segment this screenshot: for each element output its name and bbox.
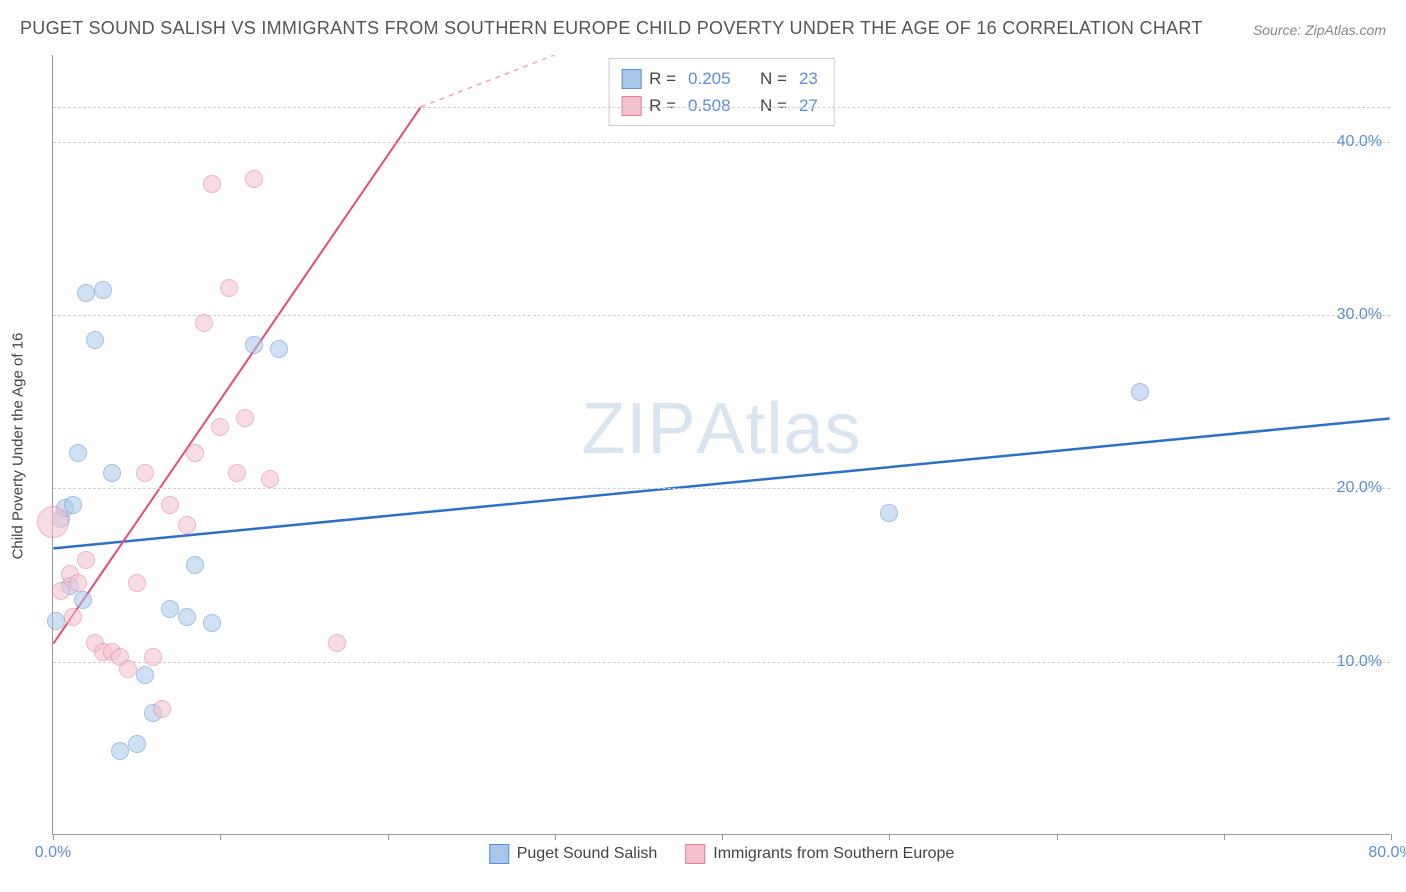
scatter-point bbox=[161, 496, 179, 514]
stats-legend-row: R = 0.205 N = 23 bbox=[621, 65, 822, 92]
bottom-legend-item: Puget Sound Salish bbox=[489, 844, 658, 864]
scatter-point bbox=[74, 591, 92, 609]
legend-swatch bbox=[489, 844, 509, 864]
scatter-point bbox=[64, 608, 82, 626]
watermark: ZIPAtlas bbox=[581, 388, 861, 470]
scatter-point bbox=[880, 504, 898, 522]
x-tick-label: 0.0% bbox=[35, 844, 71, 862]
scatter-point bbox=[37, 506, 69, 538]
stats-legend: R = 0.205 N = 23 R = 0.508 N = 27 bbox=[608, 58, 835, 126]
x-tick bbox=[889, 834, 890, 840]
scatter-point bbox=[328, 634, 346, 652]
scatter-point bbox=[119, 660, 137, 678]
scatter-point bbox=[203, 614, 221, 632]
scatter-point bbox=[220, 279, 238, 297]
scatter-point bbox=[144, 648, 162, 666]
scatter-point bbox=[245, 170, 263, 188]
x-tick-label: 80.0% bbox=[1368, 844, 1406, 862]
scatter-point bbox=[195, 314, 213, 332]
legend-r-label: R = bbox=[649, 92, 676, 119]
x-tick bbox=[1057, 834, 1058, 840]
x-tick bbox=[1391, 834, 1392, 840]
gridline bbox=[53, 107, 1390, 108]
scatter-point bbox=[178, 516, 196, 534]
legend-swatch bbox=[621, 69, 641, 89]
y-axis-label: Child Poverty Under the Age of 16 bbox=[10, 333, 27, 560]
scatter-point bbox=[161, 600, 179, 618]
x-tick bbox=[1224, 834, 1225, 840]
scatter-point bbox=[186, 444, 204, 462]
scatter-point bbox=[1131, 383, 1149, 401]
legend-n-value: 27 bbox=[799, 92, 818, 119]
scatter-point bbox=[228, 464, 246, 482]
legend-r-value: 0.205 bbox=[688, 65, 731, 92]
legend-swatch bbox=[621, 96, 641, 116]
source-attribution: Source: ZipAtlas.com bbox=[1253, 22, 1386, 38]
scatter-point bbox=[245, 336, 263, 354]
legend-series-label: Immigrants from Southern Europe bbox=[713, 845, 954, 863]
x-tick bbox=[220, 834, 221, 840]
legend-r-value: 0.508 bbox=[688, 92, 731, 119]
bottom-legend-item: Immigrants from Southern Europe bbox=[685, 844, 954, 864]
gridline bbox=[53, 662, 1390, 663]
scatter-point bbox=[52, 582, 70, 600]
scatter-point bbox=[103, 464, 121, 482]
scatter-point bbox=[86, 331, 104, 349]
x-tick bbox=[555, 834, 556, 840]
scatter-point bbox=[94, 281, 112, 299]
legend-n-label: N = bbox=[760, 65, 787, 92]
scatter-point bbox=[236, 409, 254, 427]
scatter-point bbox=[128, 735, 146, 753]
legend-n-label: N = bbox=[760, 92, 787, 119]
scatter-point bbox=[64, 496, 82, 514]
stats-legend-row: R = 0.508 N = 27 bbox=[621, 92, 822, 119]
y-tick-label: 40.0% bbox=[1337, 133, 1382, 151]
x-tick bbox=[722, 834, 723, 840]
gridline bbox=[53, 315, 1390, 316]
scatter-point bbox=[270, 340, 288, 358]
scatter-point bbox=[69, 444, 87, 462]
plot-area: ZIPAtlas R =0.205 N =23R =0.508 N =27 Pu… bbox=[52, 55, 1390, 835]
scatter-point bbox=[136, 666, 154, 684]
scatter-point bbox=[203, 175, 221, 193]
y-tick-label: 30.0% bbox=[1337, 306, 1382, 324]
gridline bbox=[53, 142, 1390, 143]
legend-n-value: 23 bbox=[799, 65, 818, 92]
legend-series-label: Puget Sound Salish bbox=[517, 845, 658, 863]
scatter-point bbox=[77, 551, 95, 569]
scatter-point bbox=[186, 556, 204, 574]
scatter-point bbox=[111, 742, 129, 760]
x-tick bbox=[53, 834, 54, 840]
bottom-legend: Puget Sound Salish Immigrants from Southe… bbox=[489, 844, 955, 864]
scatter-point bbox=[153, 700, 171, 718]
scatter-point bbox=[77, 284, 95, 302]
scatter-point bbox=[136, 464, 154, 482]
x-tick bbox=[388, 834, 389, 840]
legend-swatch bbox=[685, 844, 705, 864]
scatter-point bbox=[128, 574, 146, 592]
scatter-point bbox=[261, 470, 279, 488]
gridline bbox=[53, 488, 1390, 489]
legend-r-label: R = bbox=[649, 65, 676, 92]
scatter-point bbox=[211, 418, 229, 436]
y-tick-label: 20.0% bbox=[1337, 479, 1382, 497]
scatter-point bbox=[69, 574, 87, 592]
chart-title: PUGET SOUND SALISH VS IMMIGRANTS FROM SO… bbox=[20, 18, 1203, 39]
scatter-point bbox=[47, 612, 65, 630]
y-tick-label: 10.0% bbox=[1337, 653, 1382, 671]
scatter-point bbox=[178, 608, 196, 626]
